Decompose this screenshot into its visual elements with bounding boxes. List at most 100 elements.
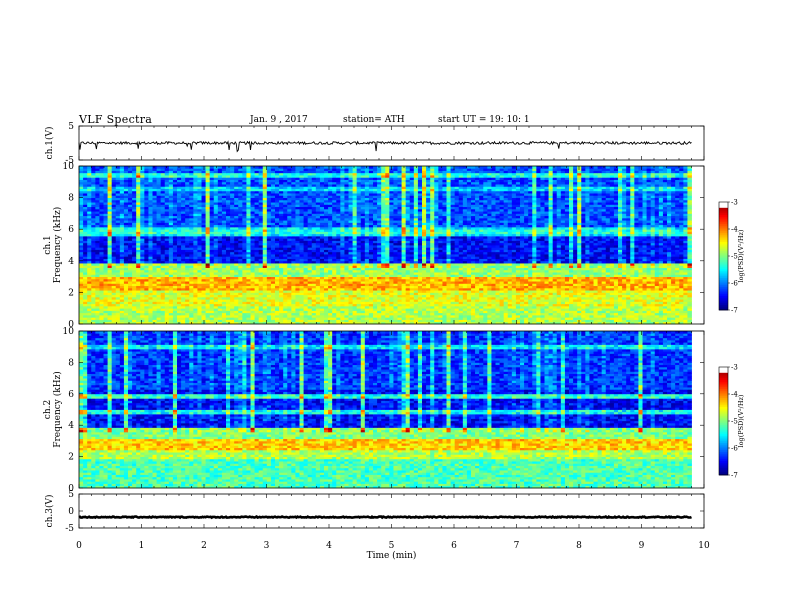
spectrogram-cell: [234, 312, 239, 316]
spectrogram-cell: [115, 312, 121, 316]
spectrogram-cell: [442, 314, 447, 318]
spectrogram-cell: [528, 310, 533, 314]
spectrogram-cell: [426, 317, 431, 320]
y-tick-label: 5: [68, 122, 74, 132]
spectrogram-cell: [581, 310, 586, 314]
spectrogram-cell: [593, 317, 598, 320]
spectrogram-cell: [144, 314, 149, 318]
spectrogram-cell: [430, 319, 435, 323]
spectrogram-cell: [650, 319, 656, 323]
spectrogram-cell: [397, 310, 402, 314]
spectrogram-cell: [662, 310, 668, 314]
spectrogram-cell: [658, 310, 664, 314]
spectrogram-cell: [622, 319, 627, 323]
spectrogram-cell: [687, 317, 692, 320]
spectrogram-cell: [646, 312, 652, 316]
spectrogram-cell: [258, 317, 264, 320]
spectrogram-cell: [348, 319, 353, 323]
spectrogram-cell: [332, 319, 337, 323]
spectrogram-cell: [193, 308, 198, 311]
spectrogram-cell: [654, 310, 660, 314]
spectrogram-cell: [597, 321, 603, 325]
spectrogram-cell: [156, 310, 162, 314]
spectrogram-cell: [450, 312, 456, 316]
spectrogram-cell: [634, 312, 639, 316]
spectrogram-cell: [491, 312, 496, 316]
spectrogram-cell: [160, 310, 166, 314]
spectrogram-cell: [401, 317, 407, 320]
spectrogram-cell: [585, 312, 590, 316]
spectrogram-cell: [634, 317, 639, 320]
spectrogram-cell: [397, 321, 402, 325]
spectrogram-cell: [356, 312, 362, 316]
spectrogram-cell: [511, 314, 517, 318]
spectrogram-cell: [128, 321, 133, 325]
spectrogram-cell: [332, 317, 337, 320]
spectrogram-cell: [242, 314, 247, 318]
spectrogram-cell: [156, 312, 162, 316]
spectrogram-cell: [79, 321, 84, 325]
spectrogram-cell: [618, 319, 623, 323]
spectrogram-cell: [221, 317, 227, 320]
spectrogram-cell: [638, 321, 643, 325]
spectrogram-cell: [246, 308, 251, 311]
spectrogram-cell: [483, 319, 488, 323]
spectrogram-cell: [458, 321, 464, 325]
spectrogram-cell: [230, 308, 235, 311]
spectrogram-cell: [230, 314, 235, 318]
spectrogram-cell: [458, 317, 464, 320]
spectrogram-cell: [511, 317, 517, 320]
spectrogram-cell: [324, 310, 329, 314]
spectrogram-cell: [479, 312, 484, 316]
spectrogram-cell: [205, 319, 211, 323]
spectrogram-cell: [679, 314, 684, 318]
spectrogram-cell: [385, 321, 390, 325]
spectrogram-cell: [193, 317, 198, 320]
spectrogram-cell: [83, 312, 88, 316]
spectrogram-cell: [79, 317, 84, 320]
spectrogram-cell: [340, 310, 345, 314]
spectrogram-cell: [319, 310, 325, 314]
spectrogram-cell: [156, 317, 162, 320]
spectrogram-cell: [275, 317, 280, 320]
spectrogram-cell: [111, 319, 117, 323]
spectrogram-cell: [283, 310, 288, 314]
spectrogram-cell: [569, 314, 574, 318]
spectrogram-cell: [556, 321, 562, 325]
spectrogram-cell: [495, 312, 500, 316]
spectrogram-cell: [226, 319, 231, 323]
spectrogram-cell: [360, 317, 366, 320]
spectrogram-cell: [409, 314, 415, 318]
spectrogram-cell: [107, 321, 113, 325]
spectrogram-cell: [332, 310, 337, 314]
spectrogram-cell: [303, 312, 309, 316]
spectrogram-cell: [132, 314, 137, 318]
spectrogram-cell: [344, 317, 349, 320]
spectrogram-cell: [364, 310, 370, 314]
spectrogram-cell: [560, 312, 566, 316]
spectrogram-cell: [307, 321, 313, 325]
spectrogram-cell: [658, 317, 664, 320]
spectrogram-cell: [471, 321, 476, 325]
spectrogram-cell: [148, 321, 153, 325]
spectrogram-cell: [217, 319, 223, 323]
spectrogram-cell: [520, 314, 525, 318]
spectrogram-cell: [181, 310, 186, 314]
spectrogram-cell: [417, 317, 423, 320]
spectrogram-cell: [597, 310, 603, 314]
spectrogram-cell: [99, 312, 104, 316]
spectrogram-cell: [291, 319, 296, 323]
spectrogram-cell: [687, 321, 692, 325]
spectrogram-cell: [646, 317, 652, 320]
spectrogram-cell: [679, 319, 684, 323]
spectrogram-cell: [618, 314, 623, 318]
spectrogram-cell: [609, 317, 615, 320]
spectrogram-cell: [462, 312, 468, 316]
spectrogram-cell: [683, 321, 688, 325]
spectrogram-cell: [393, 319, 398, 323]
spectrogram-cell: [573, 310, 578, 314]
spectrogram-cell: [544, 312, 549, 316]
spectrogram-cell: [569, 319, 574, 323]
spectrogram-cell: [458, 319, 464, 323]
spectrogram-cell: [667, 317, 672, 320]
